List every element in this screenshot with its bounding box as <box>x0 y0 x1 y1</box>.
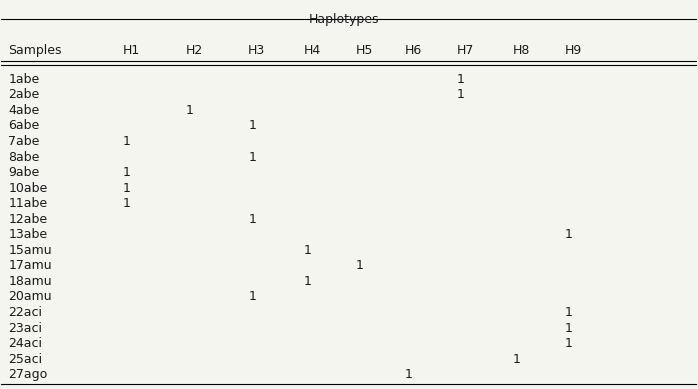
Text: 25aci: 25aci <box>8 353 43 366</box>
Text: 1: 1 <box>356 259 364 272</box>
Text: 8abe: 8abe <box>8 151 40 163</box>
Text: H6: H6 <box>405 44 422 57</box>
Text: 1: 1 <box>565 322 572 335</box>
Text: H1: H1 <box>123 44 140 57</box>
Text: 15amu: 15amu <box>8 244 52 257</box>
Text: 1: 1 <box>123 197 131 210</box>
Text: 6abe: 6abe <box>8 119 40 133</box>
Text: H8: H8 <box>512 44 530 57</box>
Text: 18amu: 18amu <box>8 275 52 288</box>
Text: 1: 1 <box>186 104 193 117</box>
Text: 1: 1 <box>405 368 413 381</box>
Text: 1: 1 <box>248 291 256 303</box>
Text: 27ago: 27ago <box>8 368 47 381</box>
Text: 1: 1 <box>456 73 465 86</box>
Text: Haplotypes: Haplotypes <box>309 13 379 26</box>
Text: 1: 1 <box>123 166 131 179</box>
Text: 1: 1 <box>123 182 131 194</box>
Text: 13abe: 13abe <box>8 228 47 241</box>
Text: 1: 1 <box>123 135 131 148</box>
Text: H7: H7 <box>456 44 474 57</box>
Text: 1: 1 <box>565 306 572 319</box>
Text: 20amu: 20amu <box>8 291 52 303</box>
Text: 17amu: 17amu <box>8 259 52 272</box>
Text: 24aci: 24aci <box>8 337 43 350</box>
Text: 1abe: 1abe <box>8 73 40 86</box>
Text: H4: H4 <box>304 44 321 57</box>
Text: 2abe: 2abe <box>8 88 40 102</box>
Text: Samples: Samples <box>8 44 62 57</box>
Text: 7abe: 7abe <box>8 135 40 148</box>
Text: H5: H5 <box>356 44 373 57</box>
Text: 1: 1 <box>248 151 256 163</box>
Text: 1: 1 <box>565 337 572 350</box>
Text: 1: 1 <box>248 119 256 133</box>
Text: 1: 1 <box>512 353 520 366</box>
Text: H2: H2 <box>186 44 203 57</box>
Text: 1: 1 <box>248 213 256 226</box>
Text: 1: 1 <box>304 244 312 257</box>
Text: 22aci: 22aci <box>8 306 43 319</box>
Text: 10abe: 10abe <box>8 182 47 194</box>
Text: 1: 1 <box>565 228 572 241</box>
Text: 1: 1 <box>304 275 312 288</box>
Text: H9: H9 <box>565 44 581 57</box>
Text: 4abe: 4abe <box>8 104 40 117</box>
Text: 1: 1 <box>456 88 465 102</box>
Text: H3: H3 <box>248 44 265 57</box>
Text: 9abe: 9abe <box>8 166 40 179</box>
Text: 12abe: 12abe <box>8 213 47 226</box>
Text: 23aci: 23aci <box>8 322 43 335</box>
Text: 11abe: 11abe <box>8 197 47 210</box>
